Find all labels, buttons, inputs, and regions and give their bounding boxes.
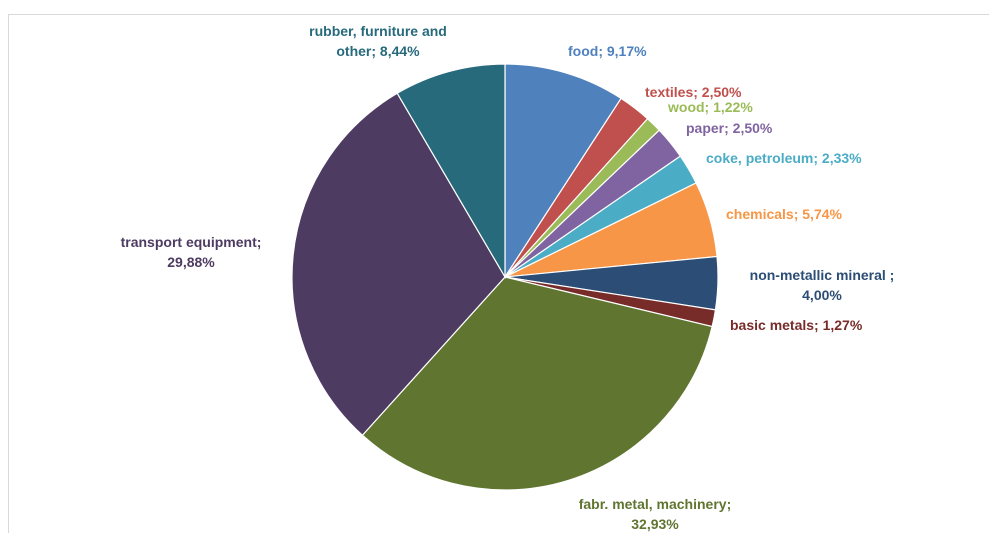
data-label-rubber-furniture-and-other: rubber, furniture and other; 8,44% [309, 23, 447, 59]
pie-slice-food [504, 63, 622, 280]
data-label-non-metallic-mineral: non-metallic mineral ; 4,00% [750, 267, 895, 303]
data-label-transport-equipment: transport equipment; 29,88% [121, 234, 262, 270]
data-label-paper: paper; 2,50% [686, 120, 773, 136]
pie-slice-transport-equipment [291, 92, 506, 437]
pie-data-labels: food; 9,17% textiles; 2,50%wood; 1,22% pap… [121, 23, 895, 532]
data-label-textiles: textiles; 2,50% [645, 84, 742, 100]
data-label-food: food; 9,17% [568, 43, 647, 59]
data-label-wood: wood; 1,22% [667, 99, 753, 115]
pie-slice-fabr-metal-machinery [361, 276, 713, 491]
pie-slices [291, 63, 719, 491]
data-label-chemicals: chemicals; 5,74% [726, 206, 843, 222]
data-label-fabr-metal-machinery: fabr. metal, machinery; 32,93% [579, 496, 732, 532]
pie-slice-rubber-furniture-and-other [396, 63, 506, 280]
data-label-coke-petroleum: coke, petroleum; 2,33% [706, 150, 862, 166]
data-label-basic-metals: basic metals; 1,27% [730, 317, 863, 333]
